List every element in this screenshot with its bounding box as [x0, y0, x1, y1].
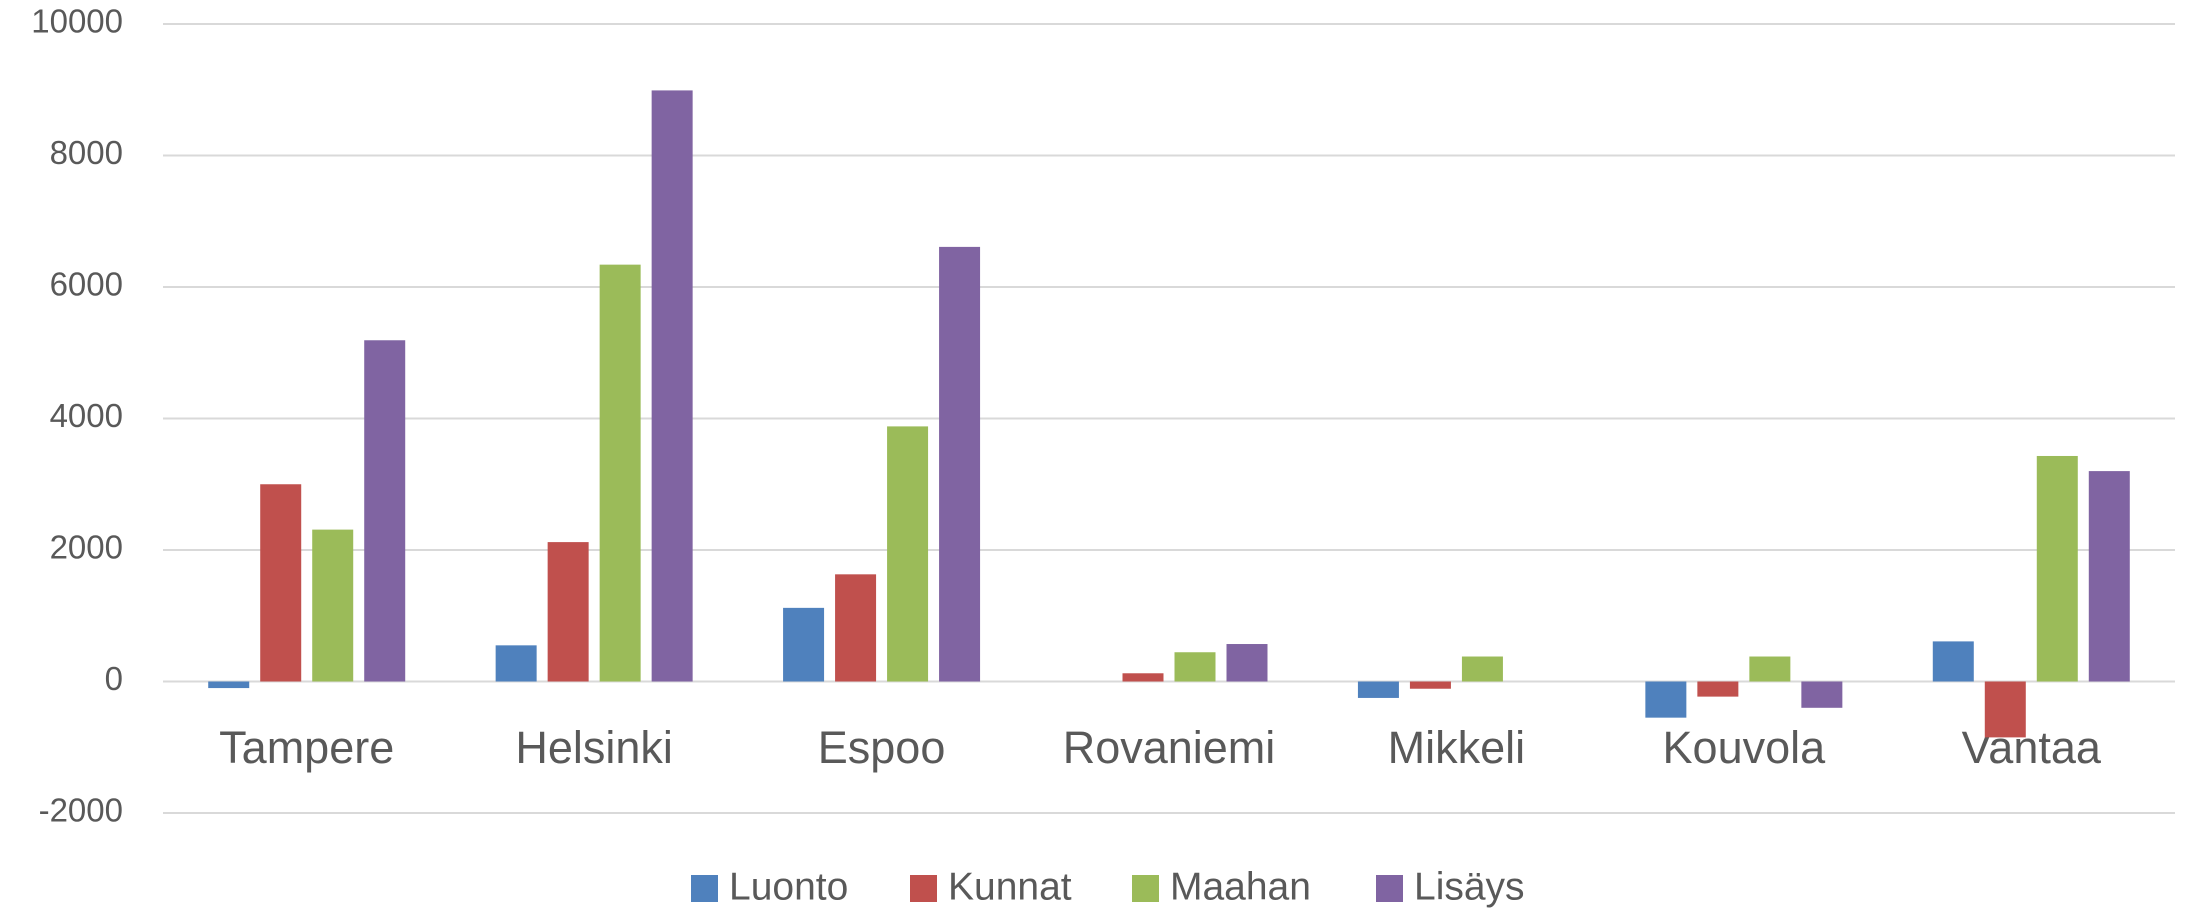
- legend-swatch: [691, 875, 718, 902]
- bar: [783, 607, 825, 682]
- x-tick-label: Espoo: [818, 722, 946, 773]
- bar: [1357, 681, 1399, 698]
- y-tick-label: 8000: [50, 134, 123, 171]
- bar: [1174, 652, 1216, 682]
- bar: [260, 484, 302, 682]
- x-tick-label: Vantaa: [1962, 722, 2102, 773]
- legend-label: Maahan: [1170, 865, 1311, 908]
- x-tick-label: Tampere: [219, 722, 394, 773]
- y-tick-label: 4000: [50, 397, 123, 434]
- bar: [599, 264, 641, 682]
- bar: [2088, 471, 2130, 682]
- bar: [364, 340, 406, 682]
- bar: [1801, 681, 1843, 708]
- bar: [1226, 644, 1268, 682]
- legend-label: Luonto: [729, 865, 848, 908]
- bar: [1932, 641, 1974, 682]
- legend-label: Lisäys: [1414, 865, 1525, 908]
- bar: [1122, 673, 1164, 682]
- x-tick-label: Kouvola: [1663, 722, 1827, 773]
- bar: [651, 90, 693, 682]
- x-tick-label: Helsinki: [515, 722, 673, 773]
- bar: [208, 681, 250, 689]
- bar: [1409, 681, 1451, 689]
- bar: [547, 542, 589, 682]
- bar: [939, 246, 981, 682]
- bar: [495, 645, 537, 682]
- bar: [1645, 681, 1687, 718]
- legend-label: Kunnat: [948, 865, 1072, 908]
- bar: [1984, 681, 2026, 738]
- bar: [1461, 656, 1503, 682]
- y-tick-label: 10000: [31, 3, 123, 40]
- y-tick-label: -2000: [39, 792, 123, 829]
- bar: [835, 574, 877, 682]
- bar: [1749, 656, 1791, 682]
- legend-swatch: [910, 875, 937, 902]
- bar: [1697, 681, 1739, 697]
- bar: [887, 426, 929, 682]
- x-tick-label: Rovaniemi: [1063, 722, 1276, 773]
- legend-swatch: [1376, 875, 1403, 902]
- y-tick-label: 2000: [50, 529, 123, 566]
- bar: [312, 529, 354, 682]
- bar: [2036, 455, 2078, 682]
- x-tick-label: Mikkeli: [1388, 722, 1526, 773]
- y-tick-label: 6000: [50, 266, 123, 303]
- legend-swatch: [1132, 875, 1159, 902]
- y-tick-label: 0: [105, 660, 123, 697]
